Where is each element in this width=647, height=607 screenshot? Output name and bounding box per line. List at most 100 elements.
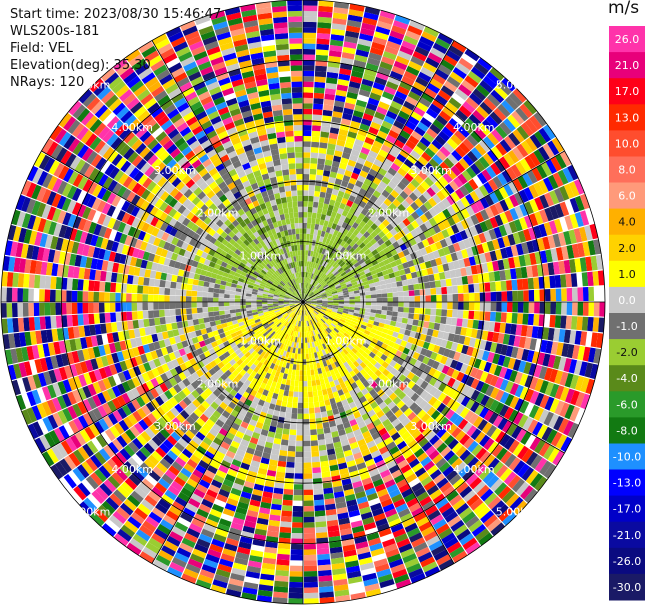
velocity-cell bbox=[413, 511, 427, 523]
velocity-cell bbox=[287, 157, 296, 164]
velocity-cell bbox=[339, 329, 345, 335]
velocity-cell bbox=[233, 454, 244, 463]
velocity-cell bbox=[163, 424, 174, 435]
velocity-cell bbox=[366, 323, 374, 329]
velocity-cell bbox=[277, 323, 283, 329]
velocity-cell bbox=[294, 223, 299, 229]
velocity-cell bbox=[260, 363, 267, 371]
velocity-cell bbox=[293, 386, 299, 392]
velocity-cell bbox=[422, 403, 433, 413]
velocity-cell bbox=[430, 302, 437, 309]
velocity-cell bbox=[381, 310, 388, 315]
velocity-cell bbox=[225, 537, 239, 547]
velocity-cell bbox=[491, 444, 504, 458]
velocity-cell bbox=[432, 493, 446, 505]
velocity-cell bbox=[465, 328, 473, 337]
velocity-cell bbox=[347, 314, 354, 318]
velocity-cell bbox=[435, 523, 450, 535]
velocity-cell bbox=[219, 314, 226, 320]
velocity-cell bbox=[441, 302, 448, 309]
velocity-cell bbox=[307, 320, 310, 327]
velocity-cell bbox=[437, 392, 447, 403]
velocity-cell bbox=[324, 322, 330, 328]
velocity-cell bbox=[208, 376, 216, 384]
velocity-cell bbox=[71, 290, 78, 302]
velocity-cell bbox=[303, 353, 306, 360]
velocity-cell bbox=[365, 308, 371, 313]
velocity-cell bbox=[279, 343, 285, 350]
velocity-cell bbox=[290, 318, 295, 325]
velocity-cell bbox=[277, 354, 283, 361]
velocity-cell bbox=[180, 512, 193, 523]
velocity-cell bbox=[308, 195, 314, 202]
velocity-cell bbox=[185, 502, 198, 513]
velocity-cell bbox=[50, 276, 57, 289]
velocity-cell bbox=[390, 405, 400, 414]
velocity-cell bbox=[291, 190, 297, 197]
velocity-cell bbox=[282, 344, 287, 351]
velocity-cell bbox=[294, 462, 303, 469]
velocity-cell bbox=[576, 316, 583, 331]
velocity-cell bbox=[370, 547, 385, 557]
velocity-cell bbox=[1, 303, 7, 318]
velocity-cell bbox=[358, 339, 365, 346]
velocity-cell bbox=[365, 487, 377, 496]
velocity-cell bbox=[319, 338, 325, 345]
velocity-cell bbox=[380, 498, 393, 508]
velocity-cell bbox=[323, 492, 335, 500]
velocity-cell bbox=[216, 377, 224, 385]
velocity-cell bbox=[300, 348, 303, 354]
velocity-cell bbox=[299, 370, 303, 376]
velocity-cell bbox=[357, 438, 367, 447]
velocity-cell bbox=[291, 195, 298, 202]
velocity-cell bbox=[413, 405, 423, 416]
velocity-cell bbox=[321, 471, 331, 478]
velocity-cell bbox=[272, 325, 278, 331]
velocity-cell bbox=[316, 306, 322, 309]
velocity-cell bbox=[459, 449, 471, 462]
velocity-cell bbox=[361, 388, 369, 396]
velocity-cell bbox=[394, 422, 405, 432]
velocity-cell bbox=[291, 228, 296, 235]
velocity-cell bbox=[281, 433, 289, 441]
velocity-cell bbox=[216, 385, 225, 394]
velocity-cell bbox=[82, 314, 90, 325]
velocity-cell bbox=[390, 523, 404, 533]
velocity-cell bbox=[262, 338, 269, 345]
velocity-cell bbox=[186, 478, 199, 489]
velocity-cell bbox=[207, 548, 222, 559]
velocity-cell bbox=[445, 357, 453, 367]
velocity-cell bbox=[164, 288, 171, 295]
velocity-cell bbox=[305, 250, 309, 256]
velocity-cell bbox=[334, 589, 350, 597]
velocity-cell bbox=[311, 303, 317, 306]
velocity-cell bbox=[547, 327, 555, 341]
velocity-cell bbox=[295, 446, 303, 452]
velocity-cell bbox=[315, 417, 323, 424]
velocity-cell bbox=[230, 440, 240, 449]
velocity-cell bbox=[99, 313, 106, 324]
velocity-cell bbox=[322, 303, 328, 305]
velocity-cell bbox=[217, 446, 228, 455]
velocity-cell bbox=[495, 343, 503, 355]
velocity-cell bbox=[504, 381, 514, 394]
velocity-cell bbox=[309, 423, 317, 430]
velocity-cell bbox=[289, 347, 294, 353]
velocity-cell bbox=[355, 433, 364, 442]
velocity-cell bbox=[385, 410, 394, 419]
velocity-cell bbox=[153, 559, 169, 572]
velocity-cell bbox=[325, 335, 331, 341]
velocity-cell bbox=[382, 538, 396, 548]
velocity-cell bbox=[159, 317, 166, 325]
velocity-cell bbox=[218, 488, 230, 498]
velocity-cell bbox=[294, 320, 297, 326]
velocity-cell bbox=[305, 309, 308, 316]
velocity-cell bbox=[135, 529, 151, 542]
velocity-cell bbox=[298, 261, 301, 267]
velocity-cell bbox=[279, 324, 284, 330]
velocity-cell bbox=[207, 513, 221, 523]
velocity-cell bbox=[507, 357, 516, 370]
velocity-cell bbox=[177, 438, 189, 448]
velocity-cell bbox=[215, 568, 231, 578]
